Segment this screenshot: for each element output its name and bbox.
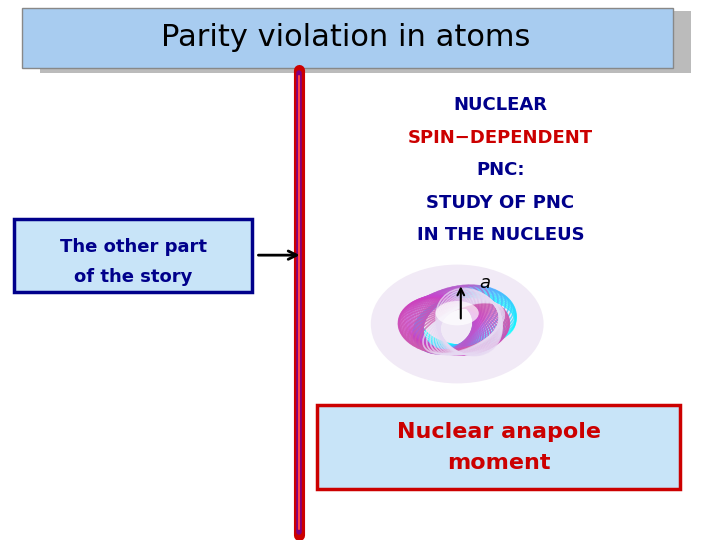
Ellipse shape [371, 265, 544, 383]
Text: of the story: of the story [74, 268, 192, 286]
Text: moment: moment [447, 453, 551, 473]
Text: $a$: $a$ [479, 274, 490, 293]
Text: Parity violation in atoms: Parity violation in atoms [161, 23, 531, 52]
Text: SPIN−DEPENDENT: SPIN−DEPENDENT [408, 129, 593, 147]
Text: Nuclear anapole: Nuclear anapole [397, 422, 601, 442]
Text: NUCLEAR: NUCLEAR [454, 96, 547, 114]
FancyBboxPatch shape [22, 8, 673, 68]
FancyBboxPatch shape [317, 405, 680, 489]
Text: The other part: The other part [60, 238, 207, 256]
Text: STUDY OF PNC: STUDY OF PNC [426, 193, 575, 212]
FancyBboxPatch shape [40, 11, 691, 73]
Text: IN THE NUCLEUS: IN THE NUCLEUS [417, 226, 584, 244]
Text: PNC:: PNC: [476, 161, 525, 179]
FancyBboxPatch shape [14, 219, 252, 292]
Ellipse shape [436, 301, 479, 325]
